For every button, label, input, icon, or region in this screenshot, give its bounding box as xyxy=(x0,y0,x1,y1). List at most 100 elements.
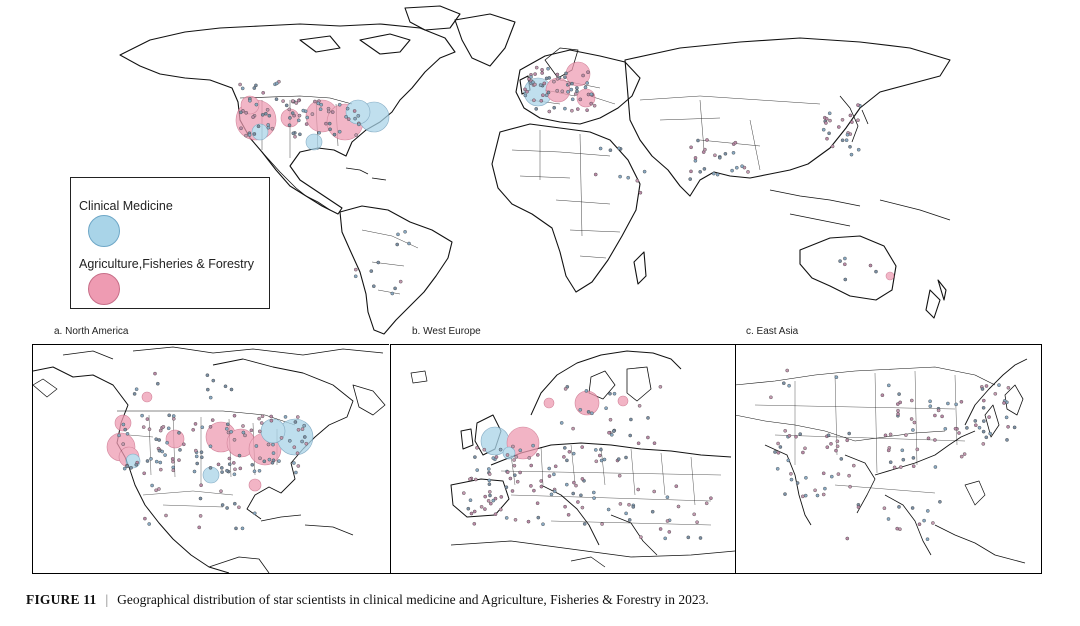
location-dot xyxy=(121,442,125,446)
location-dot xyxy=(227,456,232,461)
location-dot xyxy=(607,430,611,435)
location-dot xyxy=(560,89,565,94)
location-dot xyxy=(552,105,556,110)
location-dot xyxy=(296,415,300,419)
legend: Clinical Medicine Agriculture,Fisheries … xyxy=(70,177,270,309)
location-dot xyxy=(284,103,289,108)
location-dot xyxy=(953,426,958,431)
location-dot xyxy=(569,87,574,92)
caption-text: Geographical distribution of star scient… xyxy=(117,592,709,607)
location-dot xyxy=(539,484,544,489)
location-dot xyxy=(848,484,852,489)
location-dot xyxy=(266,442,271,447)
location-dot xyxy=(583,85,588,90)
location-dot xyxy=(281,99,285,103)
location-dot xyxy=(132,392,137,396)
location-dot xyxy=(856,147,861,152)
location-dot xyxy=(157,448,162,453)
location-dot xyxy=(254,102,259,107)
location-dot xyxy=(825,136,829,141)
location-dot xyxy=(553,464,558,469)
location-dot xyxy=(600,522,604,526)
location-dot xyxy=(266,125,271,130)
location-dot xyxy=(563,504,567,509)
location-dot xyxy=(493,496,498,501)
location-dot xyxy=(197,525,201,530)
location-dot xyxy=(840,138,845,143)
location-dot xyxy=(698,170,702,174)
location-dot xyxy=(547,466,551,471)
location-dot xyxy=(529,484,533,488)
location-dot xyxy=(572,480,576,485)
location-dot xyxy=(237,505,241,510)
location-dot xyxy=(541,93,545,97)
location-dot xyxy=(526,519,531,524)
location-dot xyxy=(856,505,861,509)
location-dot xyxy=(540,71,544,75)
location-dot xyxy=(171,465,175,470)
location-dot xyxy=(559,421,564,425)
location-dot xyxy=(264,111,268,116)
location-dot xyxy=(730,168,734,173)
location-dot xyxy=(270,126,275,131)
location-dot xyxy=(794,434,798,439)
location-dot xyxy=(493,512,498,516)
location-dot xyxy=(693,159,698,163)
location-dot xyxy=(925,537,930,541)
south-america-outline xyxy=(339,205,453,335)
location-dot xyxy=(886,448,891,453)
location-dot xyxy=(297,113,302,118)
location-dot xyxy=(689,169,693,174)
location-dot xyxy=(494,455,499,459)
location-dot xyxy=(121,422,126,427)
location-dot xyxy=(225,468,229,473)
location-dot xyxy=(260,414,265,419)
location-dot xyxy=(843,277,848,282)
location-dot xyxy=(552,472,556,477)
location-dot xyxy=(539,99,544,103)
location-dot xyxy=(926,436,931,441)
location-dot xyxy=(783,492,787,496)
location-dot xyxy=(192,469,197,474)
panel-label-east-asia: c. East Asia xyxy=(746,326,799,337)
location-dot xyxy=(584,389,589,393)
location-dot xyxy=(254,444,259,448)
location-dot xyxy=(243,433,247,438)
location-dot xyxy=(782,381,786,385)
location-dot xyxy=(232,472,237,477)
location-dot xyxy=(789,472,793,476)
location-dot xyxy=(570,81,574,86)
australia-outline xyxy=(799,235,897,301)
location-dot xyxy=(488,490,492,494)
location-dot xyxy=(844,138,849,142)
location-dot xyxy=(582,522,587,526)
location-dot xyxy=(639,535,643,539)
location-dot xyxy=(839,457,844,461)
location-dot xyxy=(787,383,791,388)
location-dot xyxy=(565,482,569,487)
location-dot xyxy=(896,408,900,413)
location-dot xyxy=(539,479,543,483)
location-dot xyxy=(134,463,139,467)
location-dot xyxy=(117,433,121,438)
location-dot xyxy=(396,232,400,237)
location-dot xyxy=(776,441,780,446)
location-dot xyxy=(850,120,854,124)
location-dot xyxy=(570,97,575,102)
location-dot xyxy=(305,115,309,120)
location-dot xyxy=(665,495,670,499)
location-dot xyxy=(398,279,403,284)
location-dot xyxy=(718,155,722,160)
location-dot xyxy=(483,494,487,499)
location-dot xyxy=(813,488,817,493)
location-dot xyxy=(1005,438,1009,442)
asia-outline xyxy=(624,37,951,197)
location-dot xyxy=(140,413,144,418)
location-dot xyxy=(210,418,215,422)
location-dot xyxy=(267,457,272,462)
location-dot xyxy=(523,93,528,98)
location-dot xyxy=(563,75,567,79)
location-dot xyxy=(199,483,203,487)
location-dot xyxy=(827,111,832,116)
location-dot xyxy=(157,487,161,491)
